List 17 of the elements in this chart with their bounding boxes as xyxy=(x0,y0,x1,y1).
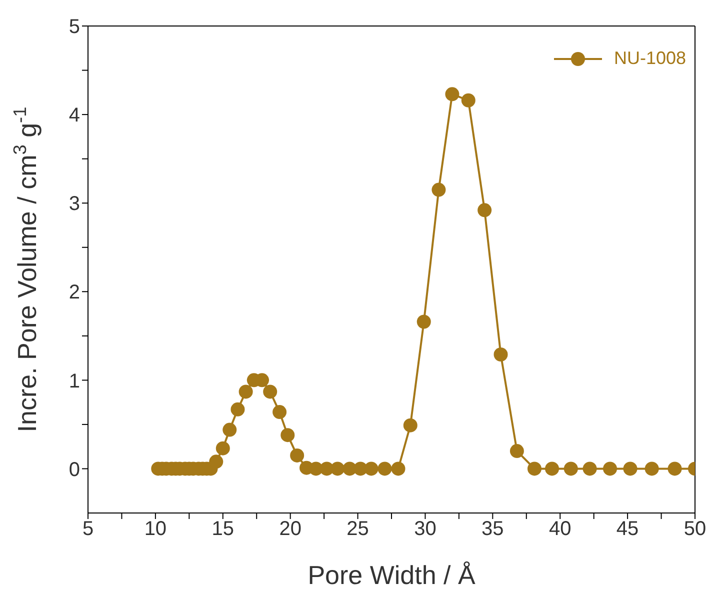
y-tick-label: 1 xyxy=(68,370,80,392)
x-tick-label: 40 xyxy=(548,518,572,540)
x-tick-label: 45 xyxy=(616,518,639,540)
y-tick-label: 4 xyxy=(68,104,80,127)
y-tick-label: 2 xyxy=(68,282,80,304)
x-tick-label: 10 xyxy=(144,518,167,540)
x-tick-label: 35 xyxy=(482,518,504,540)
x-tick-label: 25 xyxy=(346,518,369,540)
x-axis-title: Pore Width / Å xyxy=(308,560,476,590)
y-tick-label: 0 xyxy=(68,458,80,481)
y-tick-label: 5 xyxy=(68,16,80,38)
x-tick-label: 30 xyxy=(414,518,436,540)
y-tick-label: 3 xyxy=(68,193,80,216)
x-tick-label: 15 xyxy=(212,518,234,540)
x-tick-label: 50 xyxy=(684,518,706,540)
legend-label: NU-1008 xyxy=(614,48,686,69)
x-tick-label: 20 xyxy=(279,518,302,540)
